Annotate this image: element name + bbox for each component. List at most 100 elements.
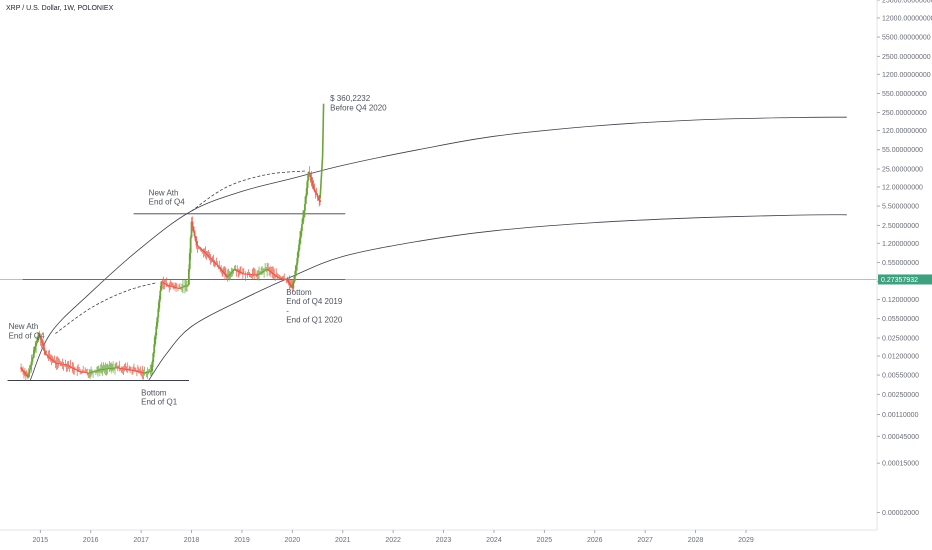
candle-body bbox=[77, 370, 80, 372]
candle-body bbox=[29, 365, 32, 370]
y-tick-label: 0.00015000 bbox=[882, 461, 919, 468]
candle-body bbox=[114, 367, 116, 369]
candle-body bbox=[209, 257, 212, 259]
dashed-projection-curve bbox=[191, 170, 305, 212]
candle-body bbox=[196, 245, 199, 247]
y-tick-label: 0.02500000 bbox=[882, 336, 919, 343]
candle-body bbox=[229, 273, 232, 275]
candle-body bbox=[255, 274, 258, 276]
candle-body bbox=[88, 372, 91, 374]
candle-body bbox=[225, 275, 228, 278]
candle-body bbox=[76, 369, 79, 371]
candle-body bbox=[163, 282, 166, 284]
x-tick-label: 2015 bbox=[33, 537, 49, 544]
candle-body bbox=[101, 368, 104, 370]
candle-body bbox=[215, 263, 218, 265]
candle-body bbox=[136, 371, 139, 373]
candle-body bbox=[248, 274, 251, 275]
candle-body bbox=[120, 368, 123, 370]
candle-body bbox=[190, 221, 193, 238]
candle-body bbox=[239, 271, 241, 273]
chart-annotation: Bottom End of Q1 bbox=[141, 388, 178, 406]
candle-body bbox=[263, 270, 266, 272]
candle-body bbox=[227, 275, 230, 277]
y-tick-label: 0.05500000 bbox=[882, 316, 919, 323]
candle-body bbox=[261, 271, 263, 273]
candle-body bbox=[311, 181, 314, 186]
candle-body bbox=[279, 277, 282, 279]
candle-body bbox=[216, 264, 219, 266]
annotation-line: End of Q4 bbox=[9, 331, 46, 340]
candle-body bbox=[96, 370, 99, 371]
candle-body bbox=[47, 355, 50, 357]
candle-body bbox=[20, 367, 23, 369]
candle-body bbox=[28, 369, 31, 374]
candle-body bbox=[224, 274, 227, 276]
x-tick-label: 2019 bbox=[234, 537, 250, 544]
candle-body bbox=[212, 260, 215, 262]
candle-body bbox=[21, 368, 23, 370]
y-tick-label: 0.01200000 bbox=[882, 353, 919, 360]
candle-body bbox=[167, 285, 170, 286]
candle-body bbox=[32, 353, 35, 358]
candle-body bbox=[157, 308, 160, 318]
candle-body bbox=[41, 342, 44, 346]
candle-body bbox=[67, 365, 70, 367]
candle-body bbox=[228, 274, 231, 276]
y-tick-label: 12000.00000000 bbox=[882, 15, 932, 22]
candle-body bbox=[176, 287, 178, 289]
candle-body bbox=[183, 286, 185, 288]
candle-body bbox=[180, 287, 182, 289]
candle-body bbox=[202, 251, 205, 252]
candle-body bbox=[34, 346, 37, 350]
candle-body bbox=[132, 370, 134, 371]
candle-body bbox=[251, 274, 254, 276]
candle-body bbox=[267, 268, 270, 270]
candle-body bbox=[133, 370, 135, 372]
y-tick-label: 0.12000000 bbox=[882, 297, 919, 304]
candle-body bbox=[74, 368, 77, 370]
candle-body bbox=[56, 363, 59, 364]
candle-body bbox=[192, 226, 195, 232]
candle-body bbox=[128, 369, 131, 371]
candle-body bbox=[168, 285, 171, 287]
candle-body bbox=[290, 284, 293, 287]
annotation-line: Before Q4 2020 bbox=[330, 103, 387, 112]
candle-body bbox=[277, 277, 280, 279]
y-tick-label: 120.00000000 bbox=[882, 128, 927, 135]
y-tick-label: 0.55000000 bbox=[882, 260, 919, 267]
candle-body bbox=[25, 374, 28, 377]
candle-body bbox=[203, 251, 206, 253]
candle-body bbox=[221, 269, 223, 272]
candle-body bbox=[182, 286, 184, 288]
candle-body bbox=[315, 192, 318, 195]
candle-body bbox=[280, 277, 283, 279]
candle-body bbox=[139, 371, 142, 373]
candle-body bbox=[181, 287, 183, 288]
candle-body bbox=[30, 361, 33, 366]
candle-body bbox=[130, 369, 132, 371]
candle-body bbox=[140, 372, 143, 374]
candle-body bbox=[149, 371, 152, 373]
candle-body bbox=[48, 356, 51, 358]
candle-body bbox=[314, 191, 317, 193]
candle-body bbox=[137, 371, 140, 373]
candle-body bbox=[38, 333, 41, 337]
candle-body bbox=[233, 268, 236, 271]
candle-body bbox=[241, 273, 244, 275]
candle-body bbox=[266, 268, 269, 270]
candle-body bbox=[105, 368, 108, 370]
candle-body bbox=[241, 272, 243, 274]
candle-body bbox=[313, 189, 316, 192]
candle-body bbox=[282, 278, 285, 280]
candle-body bbox=[33, 349, 36, 354]
candle-body bbox=[115, 367, 117, 369]
annotation-line: End of Q1 bbox=[141, 398, 178, 407]
candle-body bbox=[134, 370, 137, 372]
y-tick-label: 12.00000000 bbox=[882, 184, 923, 191]
candle-body bbox=[256, 274, 258, 276]
candle-body bbox=[151, 362, 154, 371]
candle-body bbox=[112, 367, 114, 369]
candle-body bbox=[186, 285, 188, 286]
